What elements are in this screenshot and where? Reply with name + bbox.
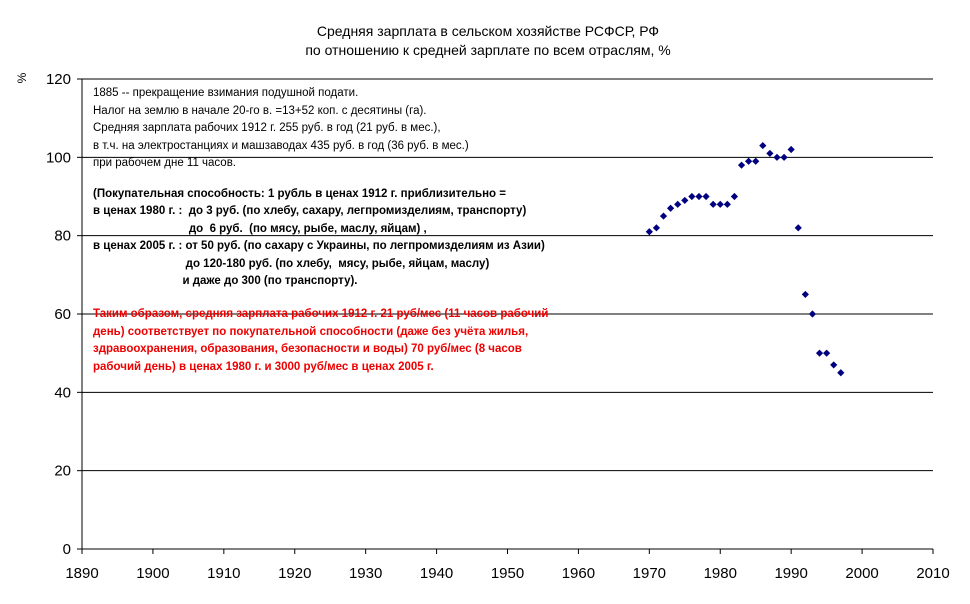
x-tick-label: 1900 bbox=[136, 565, 169, 582]
data-point bbox=[667, 205, 674, 212]
data-point bbox=[780, 154, 787, 161]
data-point bbox=[702, 193, 709, 200]
y-tick-label: 40 bbox=[54, 384, 71, 401]
x-tick-label: 1920 bbox=[278, 565, 311, 582]
x-tick-label: 1890 bbox=[65, 565, 98, 582]
x-tick-label: 2000 bbox=[845, 565, 878, 582]
data-point bbox=[788, 146, 795, 153]
data-point bbox=[653, 224, 660, 231]
annotation-purchasing-power: (Покупательная способность: 1 рубль в це… bbox=[93, 186, 545, 290]
data-point bbox=[766, 150, 773, 157]
data-point bbox=[731, 193, 738, 200]
data-point bbox=[695, 193, 702, 200]
annotation-conclusion: Таким образом, средняя зарплата рабочих … bbox=[93, 306, 548, 376]
data-point bbox=[710, 201, 717, 208]
y-tick-label: 60 bbox=[54, 306, 71, 323]
data-point bbox=[724, 201, 731, 208]
y-axis-label: % bbox=[15, 72, 29, 83]
data-point bbox=[660, 212, 667, 219]
data-point bbox=[816, 350, 823, 357]
data-point bbox=[773, 154, 780, 161]
x-tick-label: 1980 bbox=[704, 565, 737, 582]
data-point bbox=[646, 228, 653, 235]
data-point bbox=[745, 158, 752, 165]
data-point bbox=[752, 158, 759, 165]
data-point bbox=[802, 291, 809, 298]
x-tick-label: 1970 bbox=[633, 565, 666, 582]
data-point bbox=[795, 224, 802, 231]
data-point bbox=[681, 197, 688, 204]
y-tick-labels: 0 20 40 60 80 100 120 bbox=[46, 71, 71, 558]
x-tick-label: 1990 bbox=[774, 565, 807, 582]
data-point bbox=[674, 201, 681, 208]
y-tick-label: 120 bbox=[46, 71, 71, 88]
y-tick-label: 80 bbox=[54, 228, 71, 245]
chart-title-line-1: Средняя зарплата в сельском хозяйстве РС… bbox=[317, 23, 659, 39]
data-point bbox=[823, 350, 830, 357]
x-tick-label: 1960 bbox=[562, 565, 595, 582]
x-tick-label: 1950 bbox=[491, 565, 524, 582]
x-tick-labels: 1890 1900 1910 1920 1930 1940 1950 1960 1970 1980… bbox=[65, 565, 949, 582]
data-points bbox=[646, 142, 845, 376]
y-tick-label: 20 bbox=[54, 463, 71, 480]
data-point bbox=[738, 162, 745, 169]
x-tick-label: 1940 bbox=[420, 565, 453, 582]
annotation-history-notes: 1885 -- прекращение взимания подушной по… bbox=[93, 85, 469, 173]
data-point bbox=[837, 369, 844, 376]
y-tick-label: 0 bbox=[63, 541, 71, 558]
x-tick-label: 1910 bbox=[207, 565, 240, 582]
data-point bbox=[830, 361, 837, 368]
y-tick-label: 100 bbox=[46, 149, 71, 166]
data-point bbox=[809, 310, 816, 317]
data-point bbox=[759, 142, 766, 149]
x-tick-label: 2010 bbox=[916, 565, 949, 582]
x-tick-label: 1930 bbox=[349, 565, 382, 582]
chart-title-line-2: по отношению к средней зарплате по всем … bbox=[305, 42, 670, 58]
data-point bbox=[717, 201, 724, 208]
data-point bbox=[688, 193, 695, 200]
